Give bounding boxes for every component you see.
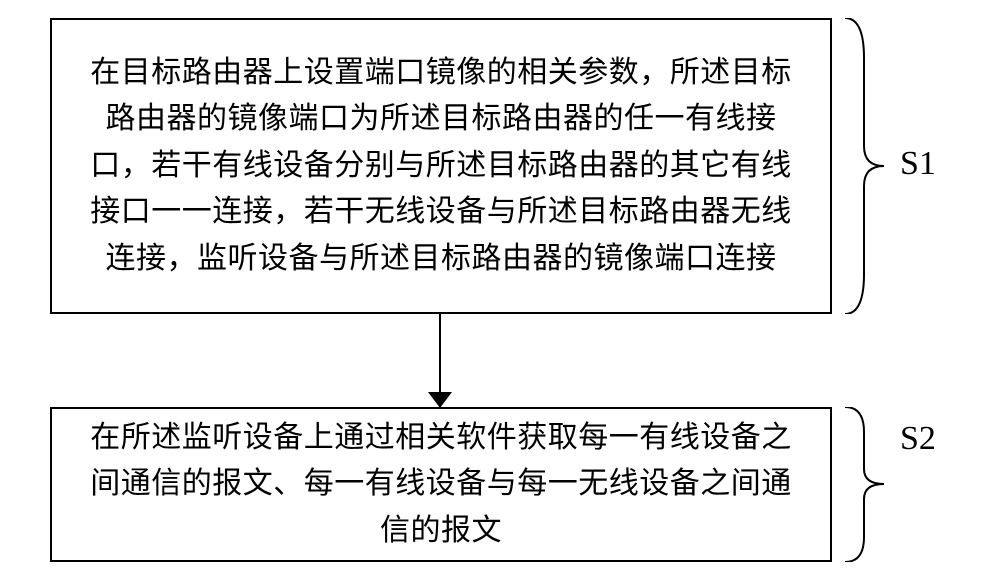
step-label-s2: S2	[900, 420, 936, 458]
arrow-s1-s2-head	[428, 392, 452, 408]
step-box-s2: 在所述监听设备上通过相关软件获取每一有线设备之间通信的报文、每一有线设备与每一无…	[50, 407, 832, 562]
brace-s2	[840, 407, 890, 562]
step-text-s1: 在目标路由器上设置端口镜像的相关参数，所述目标路由器的镜像端口为所述目标路由器的…	[78, 50, 804, 283]
step-box-s1: 在目标路由器上设置端口镜像的相关参数，所述目标路由器的镜像端口为所述目标路由器的…	[50, 18, 832, 314]
brace-s1	[840, 18, 890, 314]
step-text-s2: 在所述监听设备上通过相关软件获取每一有线设备之间通信的报文、每一有线设备与每一无…	[78, 415, 804, 555]
step-label-s1: S1	[900, 145, 936, 183]
flowchart-canvas: 在目标路由器上设置端口镜像的相关参数，所述目标路由器的镜像端口为所述目标路由器的…	[0, 0, 1000, 581]
arrow-s1-s2-shaft	[439, 314, 441, 394]
